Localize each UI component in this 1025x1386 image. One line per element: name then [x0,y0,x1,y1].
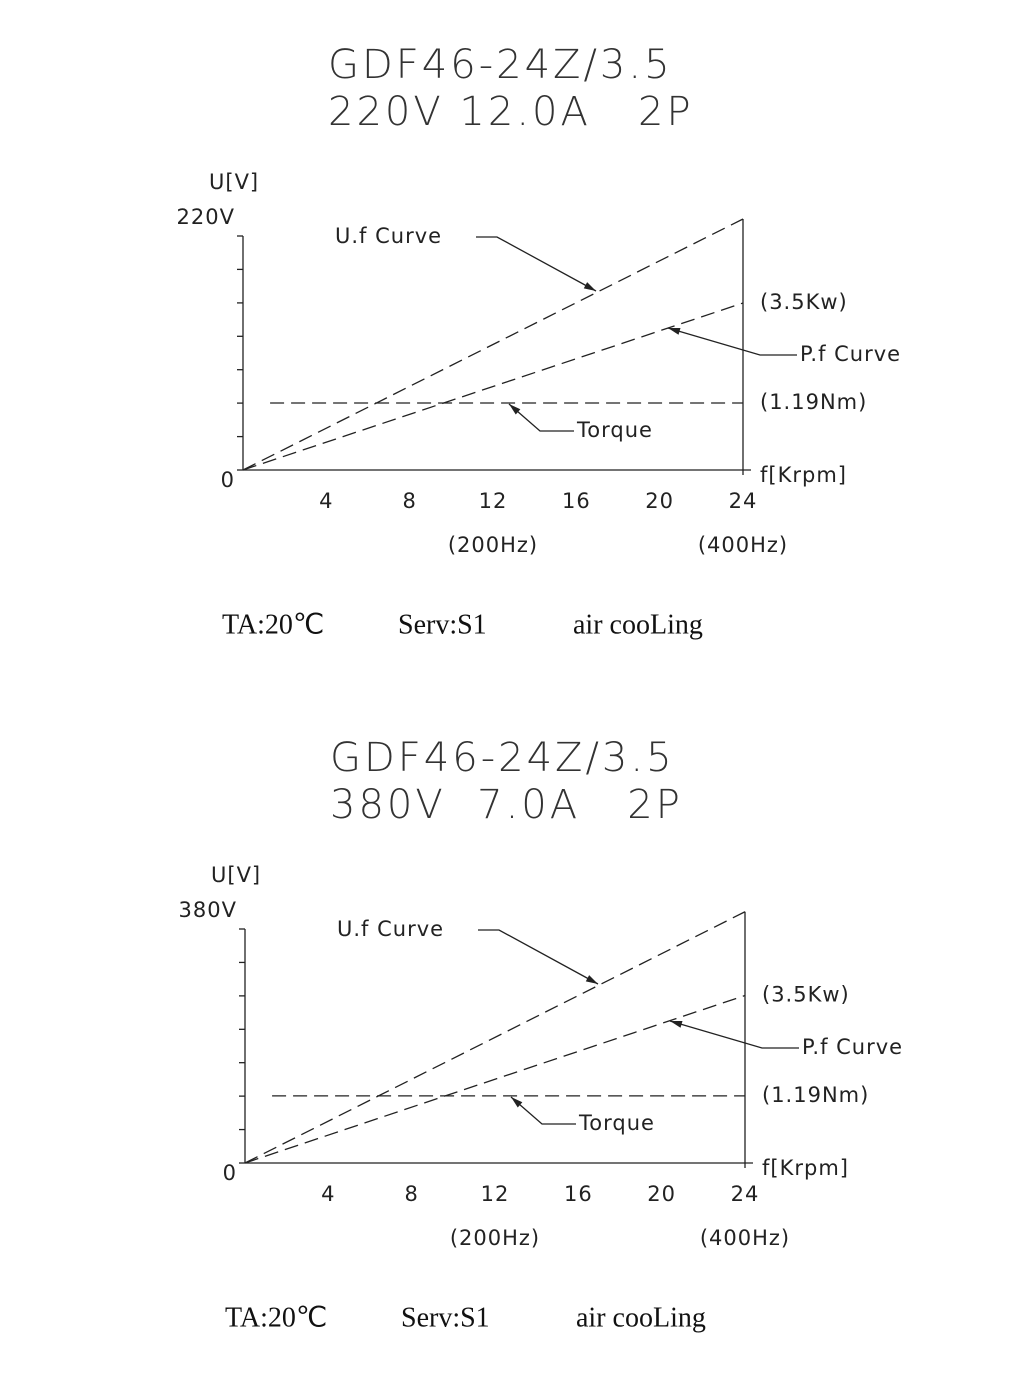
series-line [244,994,746,1164]
leader [510,1096,576,1125]
arrowhead [585,975,598,984]
leader [667,327,797,356]
y-tick-label: 380V [179,898,237,922]
y-axis-label: U[V] [211,863,261,887]
x-tick-label: 8 [402,489,416,513]
series-line [242,302,744,471]
note: air cooLing [573,609,703,640]
leader [476,236,597,292]
chart-title: GDF46-24Z/3.5 [330,735,675,781]
leader [508,403,574,432]
x-tick-label: 16 [562,489,591,513]
end-label: (3.5Kw) [762,983,850,1007]
series-line [244,911,746,1164]
note: Serv:S1 [401,1302,490,1333]
series-label: P.f Curve [802,1035,903,1059]
series-label: U.f Curve [335,224,442,248]
leader [478,929,599,985]
x-tick-label: 24 [729,489,758,513]
x-axis-label: f[Krpm] [762,1156,849,1180]
end-label: (1.19Nm) [762,1083,869,1107]
leader [669,1020,799,1049]
arrowhead [668,328,681,335]
x-tick-label: 4 [321,1182,335,1206]
x-tick-label: 4 [319,489,333,513]
x-tick-label: 12 [479,489,508,513]
note: TA:20℃ [222,609,324,640]
y-tick-label: 0 [221,468,235,492]
x-tick-label: 20 [647,1182,676,1206]
series-label: Torque [576,418,653,442]
series-label: P.f Curve [800,342,901,366]
arrowhead [509,404,521,415]
x-annotation: (400Hz) [698,533,788,557]
end-label: (3.5Kw) [760,290,848,314]
series-line [242,218,744,471]
arrowhead [511,1097,523,1108]
x-tick-label: 8 [404,1182,418,1206]
note: air cooLing [576,1302,706,1333]
x-tick-label: 16 [564,1182,593,1206]
note: TA:20℃ [225,1302,327,1333]
x-annotation: (200Hz) [450,1226,540,1250]
y-tick-label: 0 [223,1161,237,1185]
chart-title: 220V 12.0A 2P [328,89,694,135]
y-tick-label: 220V [177,205,235,229]
note: Serv:S1 [398,609,487,640]
chart-title: GDF46-24Z/3.5 [328,42,673,88]
x-annotation: (400Hz) [700,1226,790,1250]
series-label: Torque [578,1111,655,1135]
series-label: U.f Curve [337,917,444,941]
chart-title: 380V 7.0A 2P [330,782,683,828]
y-axis-label: U[V] [209,170,259,194]
arrowhead [583,282,596,291]
arrowhead [670,1021,683,1028]
x-annotation: (200Hz) [448,533,538,557]
end-label: (1.19Nm) [760,390,867,414]
x-tick-label: 12 [481,1182,510,1206]
x-axis-label: f[Krpm] [760,463,847,487]
x-tick-label: 20 [645,489,674,513]
x-tick-label: 24 [731,1182,760,1206]
